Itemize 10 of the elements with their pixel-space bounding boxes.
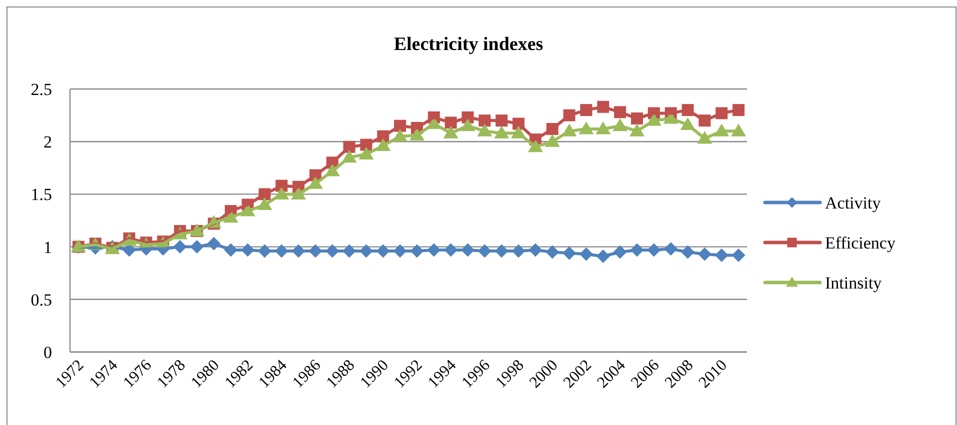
legend-label: Activity — [825, 194, 882, 212]
legend-label: Efficiency — [825, 234, 896, 252]
y-tick-label: 2.5 — [30, 80, 52, 99]
y-tick-label: 1 — [44, 238, 52, 257]
y-tick-label: 0 — [44, 343, 52, 362]
chart-title: Electricity indexes — [394, 34, 544, 55]
y-tick-label: 2 — [44, 132, 52, 152]
y-tick-label: 0.5 — [30, 290, 52, 310]
legend-label: Intinsity — [825, 274, 882, 292]
y-tick-label: 1.5 — [30, 185, 52, 204]
